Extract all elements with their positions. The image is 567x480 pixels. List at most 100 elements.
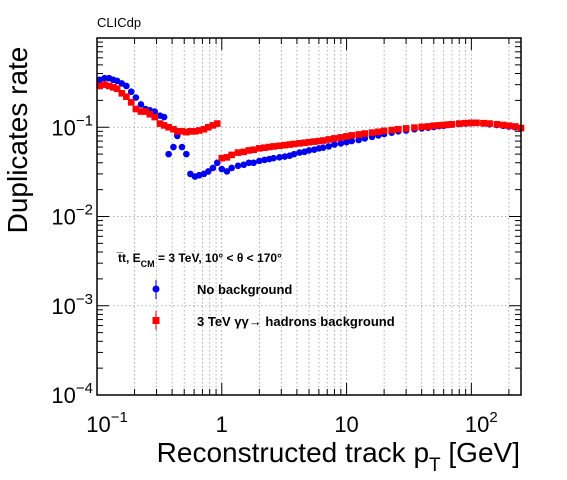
- data-point-circle: [348, 137, 356, 145]
- data-point-circle: [245, 159, 253, 167]
- x-tick-label-exponent: 2: [489, 409, 497, 426]
- data-point-square: [109, 84, 117, 91]
- data-point-circle: [127, 88, 135, 96]
- data-point-square: [123, 93, 130, 100]
- data-point-square: [270, 143, 277, 150]
- data-point-square: [411, 124, 418, 131]
- x-tick-label: 10: [334, 412, 358, 437]
- data-point-square: [337, 134, 345, 141]
- data-point-circle: [209, 164, 217, 172]
- data-point-square: [156, 120, 164, 127]
- data-point-circle: [296, 149, 303, 156]
- data-point-square: [440, 121, 447, 129]
- data-point-square: [499, 121, 507, 129]
- data-point-circle: [355, 136, 362, 144]
- data-points: [96, 74, 525, 180]
- data-point-square: [170, 125, 177, 133]
- data-point-circle: [331, 141, 338, 148]
- data-point-square: [113, 85, 121, 93]
- y-tick-label-base: 10: [51, 115, 75, 140]
- data-point-square: [486, 120, 493, 127]
- data-point-square: [265, 143, 273, 151]
- data-point-square: [305, 138, 313, 146]
- data-point-square: [355, 131, 362, 138]
- data-point-circle: [137, 101, 145, 108]
- data-point-square: [118, 90, 126, 97]
- data-point-circle: [250, 159, 257, 167]
- data-point-square: [468, 119, 475, 127]
- data-point-square: [213, 120, 221, 127]
- data-point-square: [388, 126, 395, 134]
- data-point-circle: [101, 74, 108, 82]
- data-point-square: [228, 151, 235, 159]
- data-point-square: [493, 120, 501, 128]
- data-point-square: [368, 129, 376, 136]
- data-point-circle: [178, 143, 186, 151]
- data-point-square: [132, 105, 140, 113]
- data-point-square: [455, 120, 463, 127]
- legend-marker-no-background: [152, 285, 160, 293]
- data-point-square: [240, 148, 248, 156]
- data-point-circle: [240, 161, 248, 169]
- data-point-square: [234, 149, 242, 156]
- y-axis-label: Duplicates rate: [2, 47, 33, 234]
- data-point-circle: [223, 168, 231, 175]
- data-point-square: [281, 141, 289, 149]
- data-point-square: [173, 128, 181, 135]
- data-point-square: [375, 128, 382, 136]
- x-tick-label-base: 10: [86, 412, 110, 437]
- data-point-square: [435, 122, 443, 129]
- y-tick-label: 10−4: [51, 380, 93, 408]
- data-point-square: [101, 81, 108, 88]
- data-point-square: [165, 123, 172, 131]
- data-point-square: [511, 123, 519, 130]
- data-point-circle: [319, 144, 327, 152]
- legend: t̅t, ECM = 3 TeV, 10° < θ < 170° No back…: [116, 251, 395, 330]
- y-tick-label-exponent: −2: [76, 202, 93, 219]
- data-point-circle: [123, 82, 130, 90]
- data-point-circle: [343, 138, 350, 146]
- data-point-square: [290, 140, 298, 148]
- data-point-square: [151, 113, 158, 121]
- data-point-circle: [325, 143, 333, 150]
- data-point-square: [200, 125, 208, 133]
- x-tick-label: 102: [465, 409, 498, 437]
- y-tick-label-base: 10: [51, 383, 75, 408]
- x-axis-label: Reconstructed track pT [GeV]: [157, 437, 520, 476]
- legend-label-no-background: No background: [197, 282, 292, 297]
- y-tick-label-exponent: −1: [76, 112, 93, 129]
- data-point-square: [127, 99, 135, 106]
- data-point-square: [348, 132, 356, 139]
- y-tick-label-base: 10: [51, 294, 75, 319]
- data-point-square: [319, 137, 327, 144]
- data-point-square: [325, 136, 333, 143]
- data-point-square: [245, 147, 253, 154]
- series-1: [96, 81, 525, 162]
- legend-marker-hadrons-background: [152, 317, 160, 324]
- x-tick-label-base: 10: [334, 412, 358, 437]
- data-point-square: [187, 128, 194, 135]
- data-point-square: [286, 141, 293, 148]
- data-point-circle: [205, 168, 212, 175]
- data-point-square: [430, 122, 438, 130]
- data-point-circle: [276, 154, 283, 161]
- data-point-square: [473, 119, 480, 127]
- data-point-square: [380, 127, 388, 135]
- chart-title: CLICdp: [97, 15, 141, 30]
- data-point-square: [418, 123, 425, 131]
- data-point-square: [462, 119, 469, 127]
- data-point-circle: [234, 162, 242, 170]
- x-tick-label-base: 10: [465, 412, 489, 437]
- data-point-square: [223, 154, 231, 161]
- y-tick-label-exponent: −4: [76, 380, 93, 397]
- data-point-square: [361, 130, 369, 137]
- data-point-square: [183, 128, 190, 136]
- data-point-square: [315, 137, 323, 145]
- data-point-square: [276, 142, 283, 150]
- data-point-circle: [183, 150, 190, 158]
- data-point-square: [301, 139, 308, 147]
- data-point-square: [178, 128, 186, 135]
